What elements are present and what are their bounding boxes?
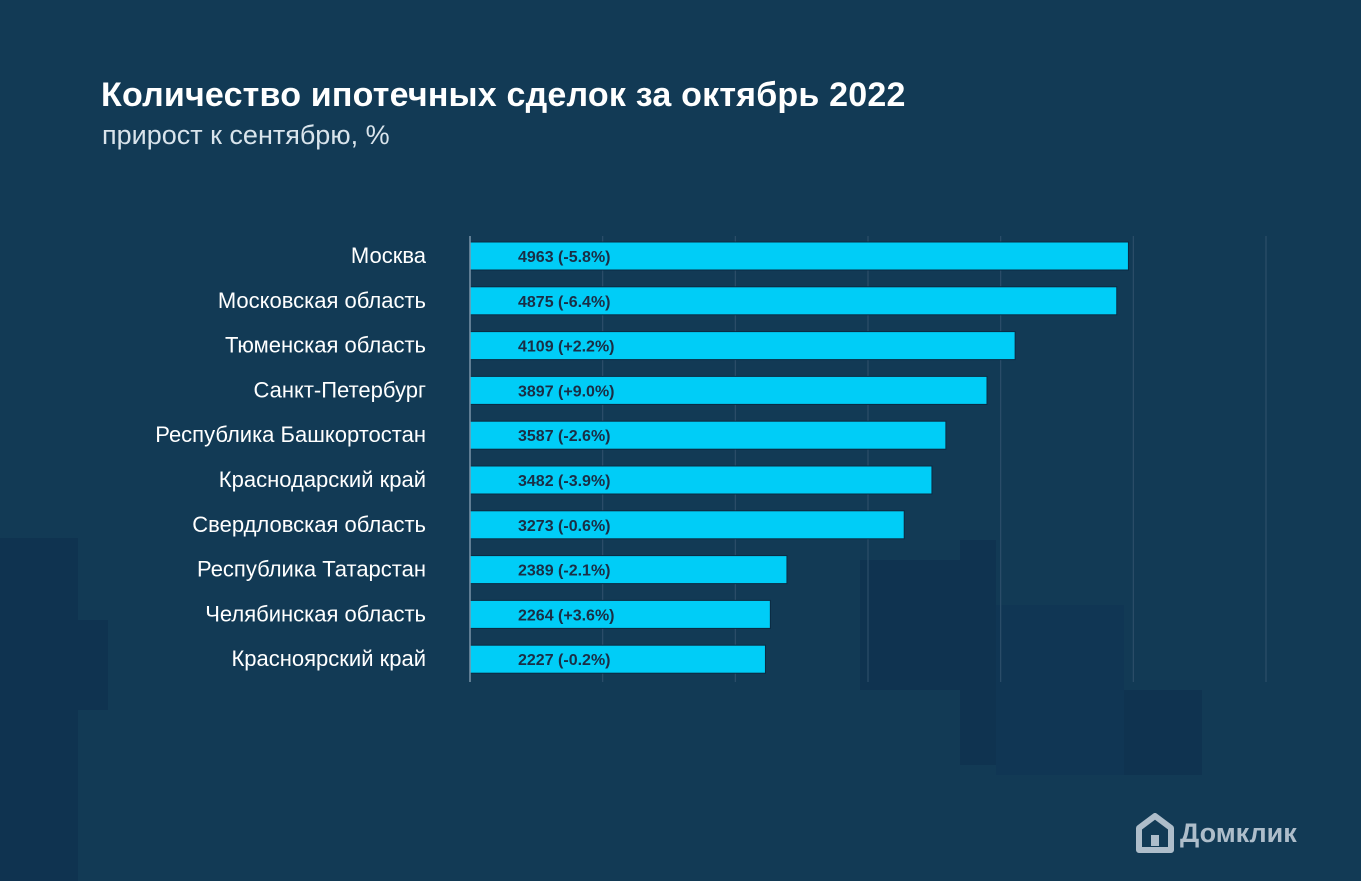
background-building (78, 620, 108, 710)
category-label: Тюменская область (225, 333, 426, 358)
background-building (960, 540, 996, 765)
category-label: Московская область (218, 288, 426, 313)
bar (469, 465, 933, 495)
bars: 4963 (-5.8%) Москва 4875 (-6.4%) Московская… (155, 241, 1129, 674)
bar-value-label: 2389 (-2.1%) (518, 563, 611, 580)
brand-logo: Домклик (1136, 813, 1297, 853)
bar-value-label: 4875 (-6.4%) (518, 294, 611, 311)
category-label: Санкт-Петербург (253, 377, 426, 402)
bar-value-label: 4109 (+2.2%) (518, 339, 615, 356)
background-building (0, 538, 78, 881)
category-label: Краснодарский край (219, 467, 426, 492)
bar (469, 599, 771, 629)
category-label: Республика Татарстан (197, 557, 426, 582)
bar (469, 241, 1129, 271)
bar (469, 644, 766, 674)
bar (469, 510, 905, 540)
bar-value-label: 3897 (+9.0%) (518, 383, 615, 400)
bar-value-label: 3273 (-0.6%) (518, 518, 611, 535)
bar (469, 286, 1118, 316)
background-building (1124, 690, 1202, 775)
brand-name: Домклик (1180, 817, 1297, 848)
chart-subtitle: прирост к сентябрю, % (102, 120, 390, 150)
bar-value-label: 2264 (+3.6%) (518, 607, 615, 624)
background-building (996, 605, 1124, 775)
bar (469, 331, 1016, 361)
category-label: Москва (351, 243, 427, 268)
category-label: Свердловская область (192, 512, 426, 537)
bar-value-label: 3482 (-3.9%) (518, 473, 611, 490)
bar (469, 555, 788, 585)
background-building (860, 560, 960, 690)
house-logo-icon (1136, 813, 1174, 853)
bar-value-label: 2227 (-0.2%) (518, 652, 611, 669)
bar (469, 375, 988, 405)
category-label: Красноярский край (231, 646, 426, 671)
category-label: Республика Башкортостан (155, 422, 426, 447)
bar-value-label: 3587 (-2.6%) (518, 428, 611, 445)
chart-title: Количество ипотечных сделок за октябрь 2… (101, 76, 906, 114)
bar-value-label: 4963 (-5.8%) (518, 249, 611, 266)
category-label: Челябинская область (205, 601, 426, 626)
